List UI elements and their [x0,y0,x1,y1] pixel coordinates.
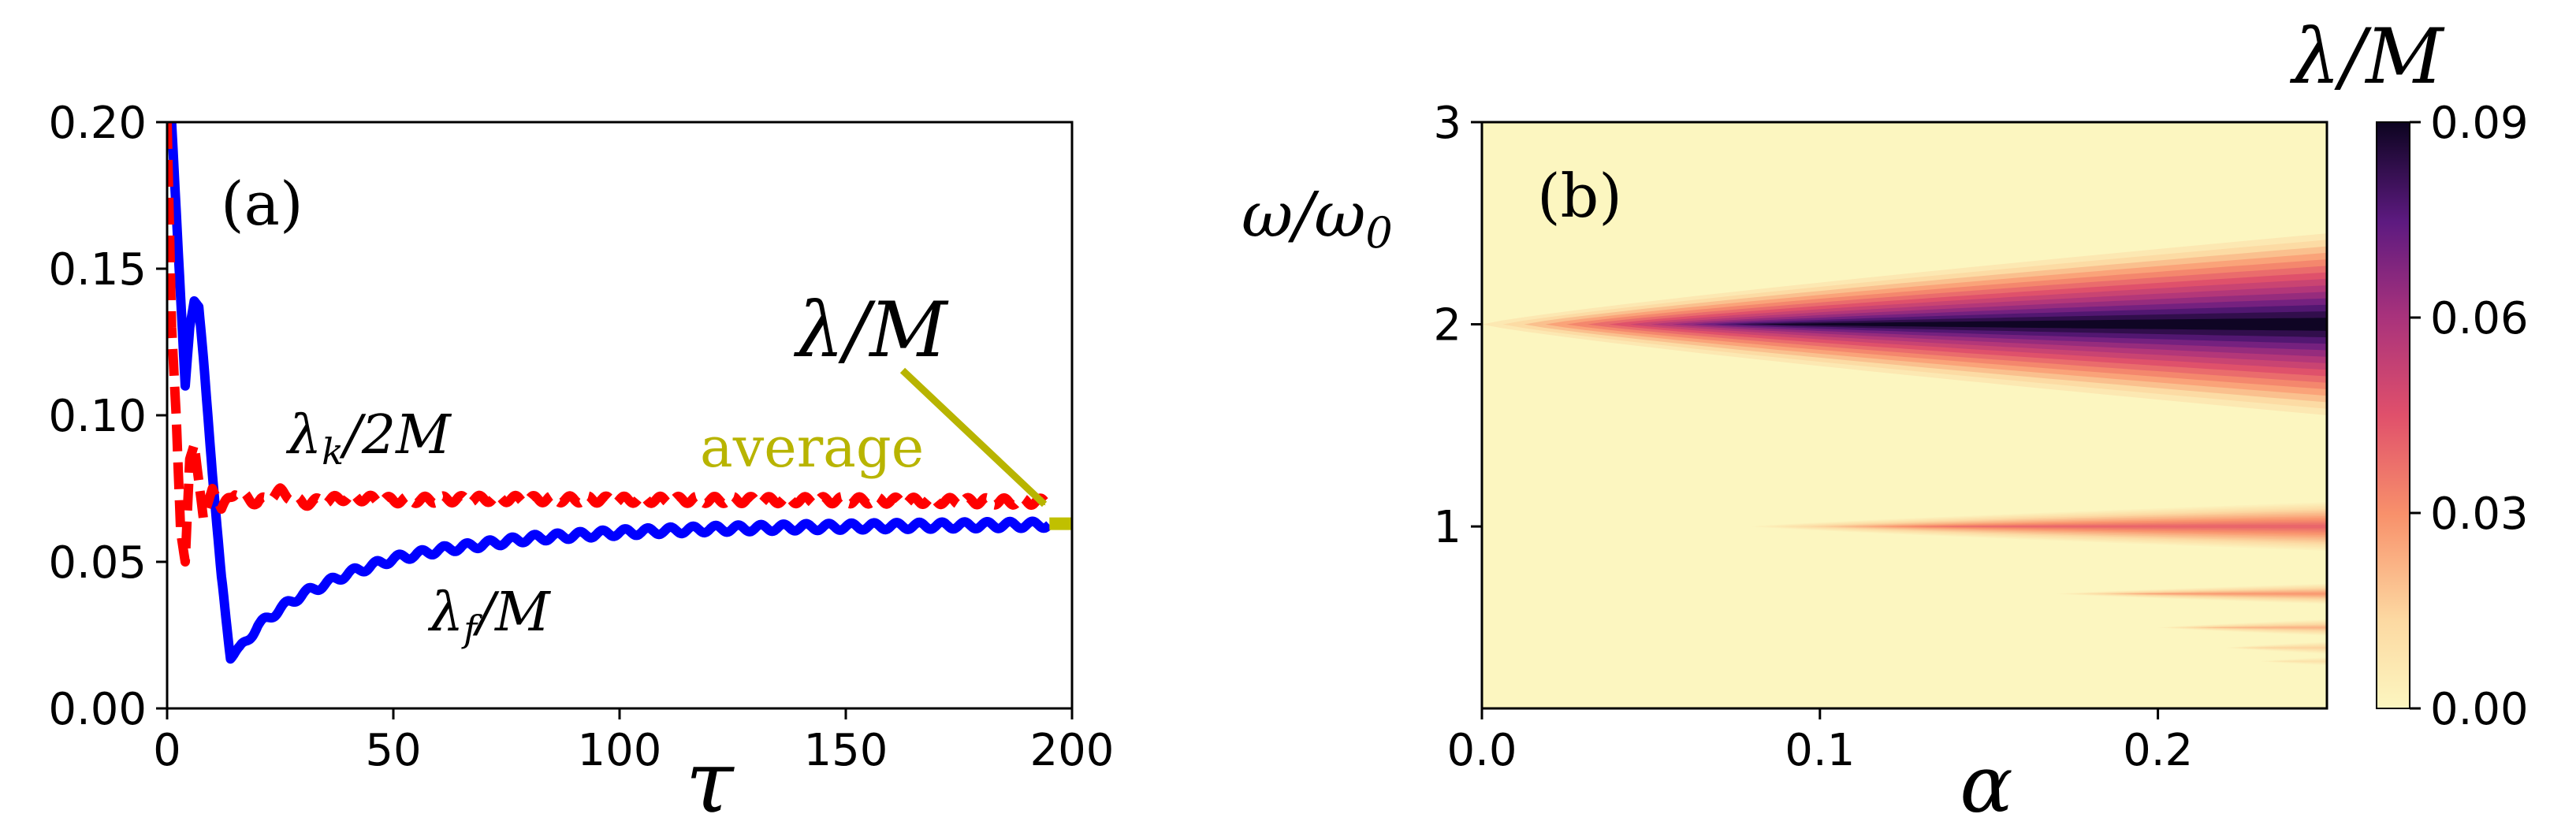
lambda-f-label: λf/M [427,582,552,650]
x-tick-label: 150 [804,725,888,776]
colorbar [2376,121,2410,709]
resonance-band-1-layer-13 [1939,524,2327,529]
resonance-band-3-layer-13 [2213,626,2327,629]
lambda-m-annotation: λ/M [793,286,949,374]
y-tick-label: 0.05 [48,537,147,589]
x-axis-label-tau: τ [686,731,735,832]
panel-a-label: (a) [221,169,303,239]
panel-a: 0 50 100 150 200 0.00 0.05 0.10 0.15 0.20 (a) λk/… [48,98,1114,832]
heatmap-bands [1482,233,2327,666]
resonance-band-5-layer-13 [2281,660,2327,662]
colorbar-tick-label: 0.03 [2430,489,2529,540]
panel-b: 0.0 0.1 0.2 1 2 3 (b) ω/ω0 α 0.00 0.03 0.06 0.09… [1241,13,2529,831]
lambda-k-label: λk/2M [285,404,452,473]
y-tick-label: 1 [1433,502,1461,553]
panel-a-axes: 0 50 100 150 200 0.00 0.05 0.10 0.15 0.20 [48,98,1114,776]
panel-b-frame [1480,121,2328,710]
series-line-1 [167,122,1054,567]
resonance-band-2-layer-13 [2144,593,2327,595]
x-tick-label: 200 [1030,725,1115,776]
colorbar-label: λ/M [2289,13,2445,101]
y-tick-label: 2 [1433,300,1461,351]
average-label: average [700,415,924,480]
x-tick-label: 0.0 [1446,725,1517,776]
x-tick-label: 50 [365,725,421,776]
panel-b-axes: 0.0 0.1 0.2 1 2 3 [1433,98,2193,776]
colorbar-ticks: 0.00 0.03 0.06 0.09 [2410,98,2529,735]
y-tick-label: 0.00 [48,684,147,735]
colorbar-tick-label: 0.06 [2430,293,2529,344]
x-tick-label: 0.1 [1785,725,1855,776]
x-tick-label: 0 [153,725,181,776]
heatmap-background [1482,122,2327,708]
annotation-arrow [899,367,1048,507]
x-tick-label: 0.2 [2123,725,2193,776]
x-tick-label: 100 [578,725,662,776]
y-tick-label: 0.10 [48,391,147,442]
resonance-band-4-layer-13 [2258,647,2327,649]
series-line-0 [167,122,1053,664]
x-axis-label-alpha: α [1960,738,2013,831]
resonance-band-0-layer-13 [1756,318,2327,331]
y-tick-label: 0.20 [48,98,147,149]
colorbar-tick-label: 0.00 [2430,684,2529,735]
colorbar-tick-label: 0.09 [2430,98,2529,149]
y-tick-label: 3 [1433,98,1461,149]
panel-b-label: (b) [1537,161,1622,231]
y-tick-label: 0.15 [48,244,147,295]
y-axis-label-omega: ω/ω0 [1241,178,1393,258]
panel-a-series [167,122,1072,664]
